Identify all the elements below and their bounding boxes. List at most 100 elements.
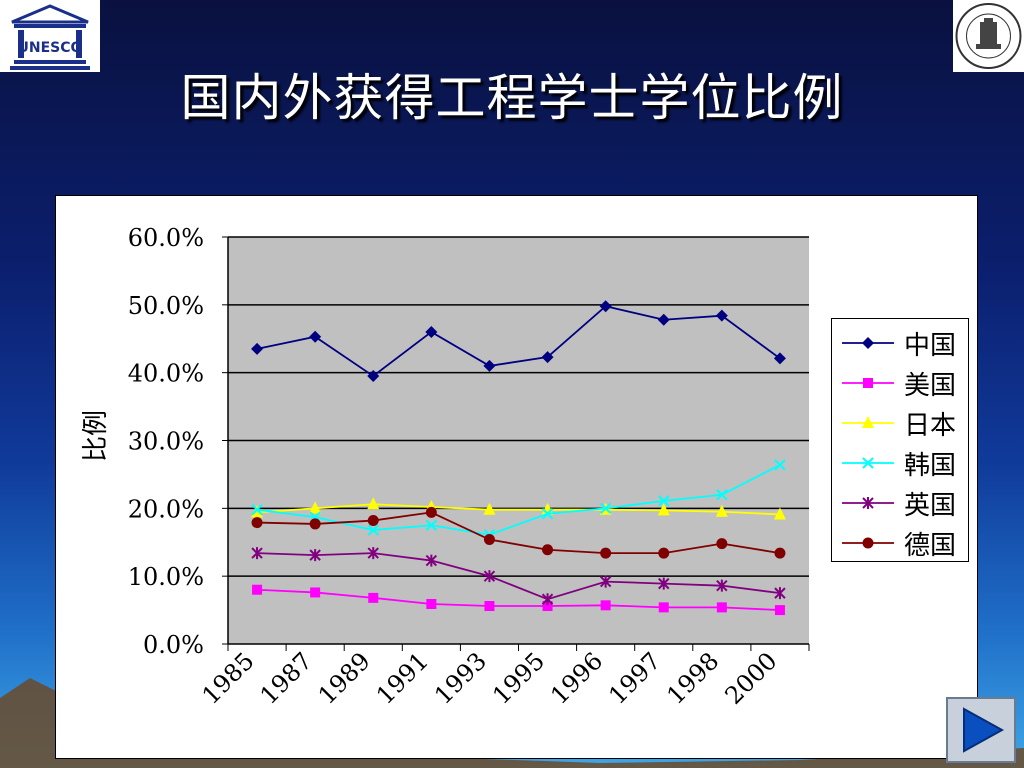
legend-swatch bbox=[842, 378, 894, 388]
legend-label: 英国 bbox=[904, 491, 957, 521]
legend-item: 韩国 bbox=[832, 443, 970, 483]
data-point bbox=[716, 489, 728, 501]
x-tick-label: 1985 bbox=[197, 647, 260, 710]
x-tick-label: 1993 bbox=[429, 647, 492, 710]
series-1 bbox=[251, 300, 786, 383]
data-point bbox=[541, 508, 554, 520]
data-point bbox=[541, 593, 554, 606]
y-tick-label: 30.0% bbox=[128, 428, 204, 456]
legend-marker bbox=[862, 497, 874, 509]
legend-label: 中国 bbox=[904, 331, 957, 361]
legend-swatch bbox=[842, 537, 894, 549]
legend-marker bbox=[862, 537, 874, 549]
y-tick-label: 20.0% bbox=[128, 495, 204, 523]
unesco-logo: UNESCO bbox=[0, 0, 100, 72]
y-axis-label: 比例 bbox=[81, 410, 111, 462]
data-point bbox=[251, 505, 264, 518]
data-point bbox=[542, 601, 553, 612]
x-tick-label: 1987 bbox=[255, 647, 318, 710]
series-2 bbox=[252, 584, 785, 616]
data-point bbox=[367, 497, 380, 510]
legend-item: 中国 bbox=[832, 323, 970, 363]
series-line bbox=[256, 503, 780, 516]
data-point bbox=[309, 549, 321, 562]
y-tick-label: 60.0% bbox=[128, 224, 204, 252]
bjtu-seal bbox=[953, 0, 1024, 72]
data-point bbox=[774, 459, 786, 471]
data-point bbox=[425, 554, 438, 567]
series-line bbox=[257, 552, 781, 601]
data-point bbox=[715, 504, 728, 517]
chart-legend: 中国美国日本韩国英国德国 bbox=[831, 318, 969, 562]
series-line bbox=[257, 511, 781, 555]
data-point bbox=[657, 313, 670, 326]
slide-title: 国内外获得工程学士学位比例 bbox=[180, 69, 844, 127]
x-tick-label: 2000 bbox=[720, 647, 783, 710]
legend-marker bbox=[862, 337, 874, 349]
legend-item: 日本 bbox=[832, 403, 970, 443]
legend-label: 韩国 bbox=[904, 451, 957, 481]
data-point bbox=[715, 309, 728, 322]
play-icon bbox=[963, 707, 1005, 753]
data-point bbox=[484, 601, 495, 612]
data-point bbox=[251, 547, 263, 560]
legend-marker bbox=[862, 457, 874, 469]
series-line bbox=[256, 464, 781, 536]
data-point bbox=[600, 600, 611, 611]
x-tick-label: 1997 bbox=[603, 647, 666, 710]
data-point bbox=[716, 579, 728, 592]
data-point bbox=[483, 502, 496, 515]
data-point bbox=[367, 370, 380, 383]
series-5 bbox=[251, 547, 786, 606]
data-point bbox=[483, 570, 496, 583]
data-point bbox=[251, 503, 263, 516]
chart-panel: 0.0% 10.0% 20.0% 30.0% 40.0% 50.0% 60.0% 1985 19… bbox=[55, 195, 978, 759]
data-point bbox=[483, 359, 496, 372]
data-point bbox=[425, 325, 438, 338]
data-point bbox=[658, 495, 670, 507]
series-line bbox=[256, 305, 781, 378]
data-point bbox=[716, 602, 727, 613]
data-point bbox=[716, 538, 728, 550]
legend-label: 美国 bbox=[904, 371, 957, 401]
legend-swatch bbox=[842, 457, 894, 469]
legend-marker bbox=[863, 378, 873, 388]
x-tick-label: 1995 bbox=[487, 647, 550, 710]
y-tick-label: 40.0% bbox=[128, 360, 204, 388]
data-point bbox=[773, 507, 786, 520]
x-tick-label: 1998 bbox=[661, 647, 724, 710]
data-point bbox=[774, 547, 786, 559]
data-point bbox=[367, 515, 379, 527]
data-point bbox=[368, 592, 379, 603]
data-point bbox=[251, 342, 264, 355]
data-point bbox=[426, 598, 437, 609]
data-point bbox=[367, 524, 379, 536]
data-point bbox=[774, 587, 786, 600]
data-point bbox=[309, 501, 322, 514]
series-line bbox=[257, 588, 780, 611]
next-slide-button[interactable] bbox=[946, 697, 1016, 763]
data-point bbox=[425, 519, 438, 531]
data-point bbox=[310, 587, 321, 598]
legend-item: 德国 bbox=[832, 523, 970, 563]
line-chart: 0.0%10.0%20.0%30.0%40.0%50.0%60.0%198519… bbox=[81, 224, 810, 710]
legend-item: 英国 bbox=[832, 483, 970, 523]
data-point bbox=[599, 502, 612, 515]
data-point bbox=[309, 330, 322, 343]
legend-label: 日本 bbox=[904, 411, 957, 441]
legend-item: 美国 bbox=[832, 363, 970, 403]
data-point bbox=[657, 503, 670, 516]
legend-label: 德国 bbox=[904, 531, 957, 561]
data-point bbox=[599, 575, 612, 588]
y-tick-label: 10.0% bbox=[128, 563, 204, 591]
data-point bbox=[252, 584, 263, 595]
data-point bbox=[309, 518, 321, 530]
data-point bbox=[658, 577, 670, 590]
grid-layer bbox=[228, 236, 809, 644]
data-point bbox=[658, 547, 670, 559]
data-point bbox=[658, 602, 669, 613]
y-tick-label: 0.0% bbox=[143, 631, 204, 659]
data-point bbox=[367, 547, 379, 560]
legend-swatch bbox=[842, 337, 894, 349]
data-point bbox=[483, 534, 495, 546]
